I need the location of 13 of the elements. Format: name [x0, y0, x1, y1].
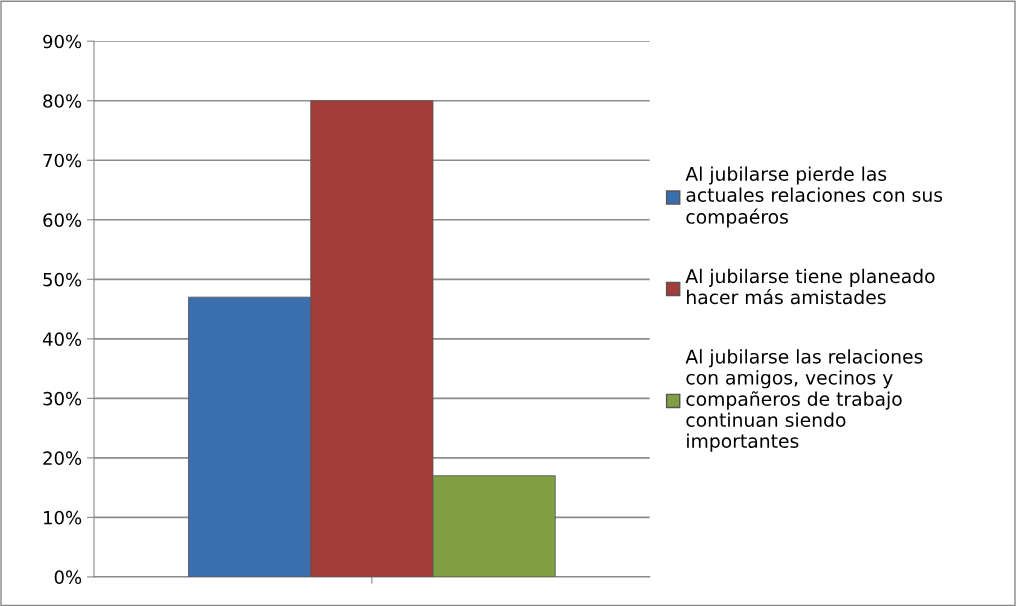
y-tick-label: 10% — [44, 510, 82, 525]
y-tick-label: 90% — [43, 34, 82, 49]
legend-label: Al jubilarse pierde las actuales relaciones con sus compaéros — [685, 166, 943, 228]
y-tick-label: 40% — [42, 332, 82, 346]
legend-label: Al jubilarse las relaciones con amigos, vecinos y compañeros de trabajo continuan siendo importantes — [685, 349, 923, 452]
y-tick-label: 20% — [43, 451, 82, 465]
legend-label: Al jubilarse tiene planeado hacer más amistades — [685, 268, 935, 305]
y-tick-label: 60% — [43, 213, 82, 227]
y-tick-label: 70% — [43, 153, 82, 168]
y-tick-label: 0% — [54, 570, 82, 585]
y-tick-label: 50% — [43, 272, 82, 287]
y-tick-label: 30% — [43, 391, 82, 406]
y-tick-label: 80% — [43, 94, 82, 108]
